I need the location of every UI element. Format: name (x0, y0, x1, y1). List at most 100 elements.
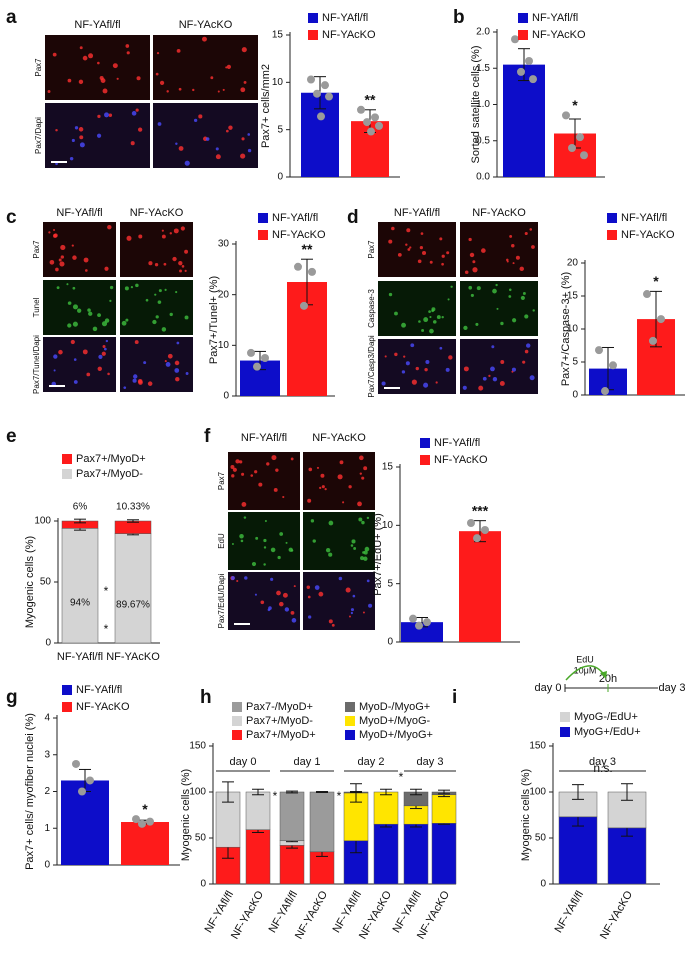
group-label: day 1 (294, 756, 321, 768)
cell-signal (198, 114, 203, 119)
cell-signal (531, 245, 535, 249)
data-point (307, 75, 315, 84)
cell-signal (450, 285, 453, 288)
panel-letter: d (347, 207, 359, 228)
cell-signal (362, 611, 365, 614)
cell-signal (350, 611, 354, 615)
cell-signal (506, 258, 509, 262)
cell-signal (178, 87, 182, 91)
cell-signal (101, 321, 108, 327)
micrograph (303, 452, 375, 510)
data-point (595, 346, 603, 355)
cell-signal (279, 532, 284, 536)
cell-signal (475, 322, 479, 326)
legend-label: Pax7+/MyoD+ (246, 729, 316, 741)
y-tick-label: 15 (272, 30, 284, 41)
cell-signal (463, 325, 468, 331)
cell-signal (79, 135, 84, 140)
data-point (321, 81, 329, 90)
cell-signal (312, 539, 316, 543)
cell-signal (82, 349, 88, 355)
image-row-label: Pax7 (367, 240, 376, 259)
data-point (511, 35, 519, 44)
image-row-label: EdU (217, 533, 226, 549)
cell-signal (488, 374, 491, 377)
data-point (467, 519, 475, 527)
significance: ** (365, 91, 376, 107)
data-point (481, 526, 489, 534)
cell-signal (232, 467, 237, 472)
legend-swatch (518, 30, 528, 40)
data-point (132, 815, 140, 824)
cell-signal (161, 234, 166, 239)
cell-signal (167, 353, 173, 359)
cell-signal (293, 585, 296, 588)
bar-segment (373, 823, 399, 885)
micrograph (460, 339, 538, 394)
cell-signal (276, 590, 281, 596)
cell-signal (176, 49, 181, 53)
cell-signal (79, 142, 85, 148)
y-tick-label: 20 (218, 289, 230, 300)
value-label: 94% (70, 598, 90, 609)
y-axis-label: Pax7+/EdU+ (%) (372, 513, 384, 596)
micrograph (43, 280, 116, 335)
cell-signal (423, 317, 429, 323)
bar-segment (373, 791, 399, 825)
cell-signal (254, 593, 257, 596)
cell-signal (67, 301, 72, 305)
cell-signal (439, 346, 443, 350)
cell-signal (255, 536, 259, 540)
y-tick-label: 5 (277, 124, 283, 135)
cell-signal (78, 79, 84, 85)
legend-label: NF-YAfl/fl (621, 212, 667, 224)
cell-signal (492, 288, 497, 294)
cell-signal (240, 539, 244, 543)
bar-segment (431, 823, 457, 885)
legend-label: MyoG+/EdU+ (574, 726, 641, 738)
cell-signal (184, 160, 190, 166)
image-row-label: Tunel (32, 297, 41, 317)
y-tick-label: 0 (45, 638, 51, 649)
legend-label: Pax7+/MyoD- (246, 715, 313, 727)
y-tick-label: 1 (44, 823, 50, 834)
cell-signal (337, 474, 343, 480)
cell-signal (71, 244, 74, 247)
cell-signal (104, 347, 107, 351)
cell-signal (394, 311, 398, 316)
cell-signal (500, 321, 504, 326)
cell-signal (481, 248, 486, 253)
cell-signal (509, 234, 513, 238)
timeline-label: 20h (599, 673, 617, 685)
cell-signal (508, 288, 512, 292)
cell-signal (468, 237, 472, 242)
y-tick-label: 50 (195, 833, 207, 844)
cell-signal (101, 351, 106, 356)
cell-signal (102, 344, 106, 348)
cell-signal (325, 547, 331, 553)
cell-signal (135, 283, 139, 288)
y-tick-label: 0 (223, 391, 229, 402)
legend-label: NF-YAfl/fl (434, 437, 480, 449)
y-tick-label: 15 (382, 462, 394, 473)
cell-signal (360, 556, 365, 561)
cell-signal (225, 66, 228, 69)
cell-signal (350, 544, 354, 547)
y-tick-label: 4 (44, 713, 50, 724)
bar (401, 622, 443, 642)
cell-signal (215, 147, 219, 151)
cell-signal (520, 295, 525, 301)
cell-signal (87, 308, 91, 312)
cell-signal (357, 501, 362, 507)
cell-signal (439, 237, 443, 241)
cell-signal (268, 606, 272, 610)
cell-signal (104, 266, 109, 271)
cell-signal (155, 315, 159, 319)
cell-signal (107, 224, 112, 230)
cell-signal (138, 127, 143, 132)
cell-signal (363, 550, 368, 555)
cell-signal (72, 304, 79, 310)
cell-signal (105, 339, 109, 343)
cell-signal (123, 386, 127, 390)
cell-signal (164, 360, 167, 363)
